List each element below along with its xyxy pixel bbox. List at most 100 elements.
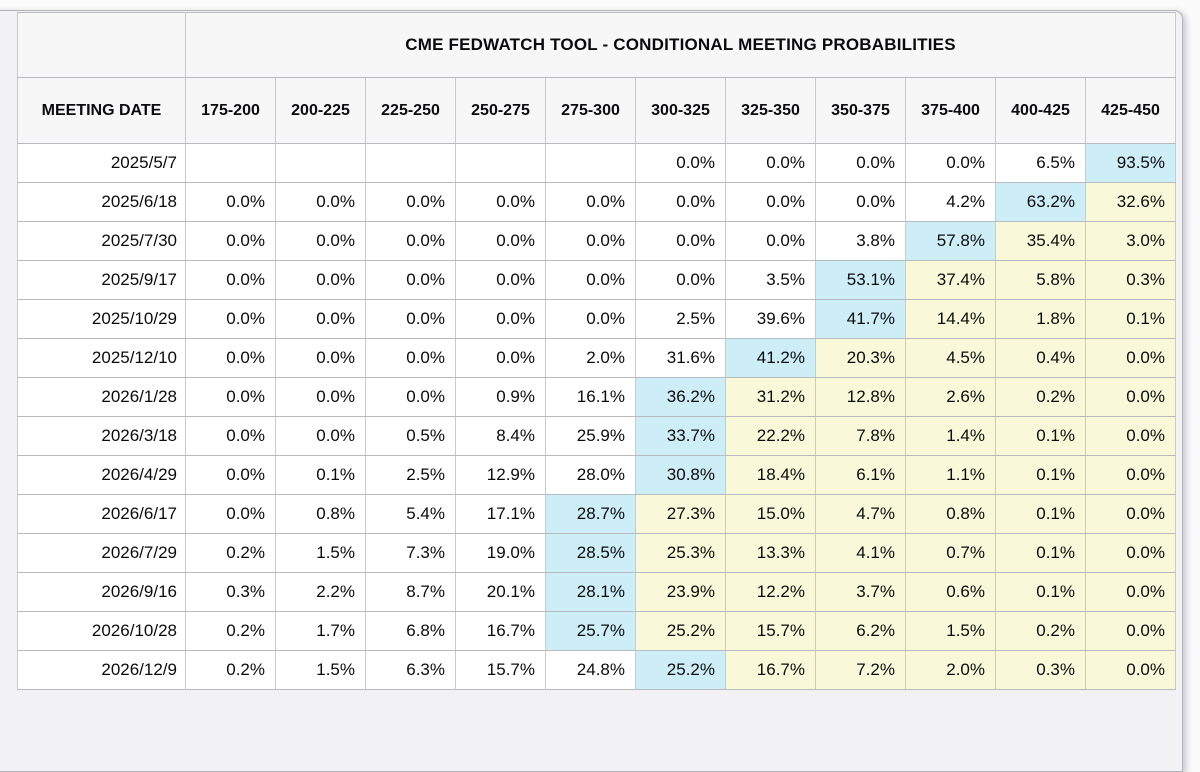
probability-cell: 32.6% (1085, 182, 1176, 222)
probability-cell: 12.9% (455, 455, 546, 495)
probability-cell: 0.0% (275, 338, 366, 378)
probability-cell: 0.0% (545, 221, 636, 261)
probability-cell: 2.6% (905, 377, 996, 417)
probability-cell: 7.3% (365, 533, 456, 573)
rate-range-header: 425-450 (1085, 77, 1176, 144)
meeting-date-cell: 2025/9/17 (17, 260, 186, 300)
probability-cell: 0.0% (635, 260, 726, 300)
probability-cell: 0.6% (905, 572, 996, 612)
rate-range-header: 400-425 (995, 77, 1086, 144)
probability-cell: 0.0% (365, 221, 456, 261)
probability-cell: 15.7% (725, 611, 816, 651)
probability-cell: 0.0% (1085, 533, 1176, 573)
meeting-date-cell: 2025/10/29 (17, 299, 186, 339)
table-row: 2026/12/9 0.2% 1.5% 6.3% 15.7% 24.8% 25.2% 16.7… (17, 650, 1176, 690)
rate-range-header: 325-350 (725, 77, 816, 144)
probability-cell: 30.8% (635, 455, 726, 495)
probability-cell: 0.0% (1085, 494, 1176, 534)
table-row: 2025/5/7 0.0% 0.0% 0.0% 0.0% 6.5% 93.5% (17, 143, 1176, 183)
probability-cell: 25.9% (545, 416, 636, 456)
probability-cell: 1.4% (905, 416, 996, 456)
meeting-date-cell: 2026/6/17 (17, 494, 186, 534)
probability-cell: 0.1% (275, 455, 366, 495)
probability-cell: 0.8% (275, 494, 366, 534)
meeting-date-cell: 2026/1/28 (17, 377, 186, 417)
probability-cell: 5.8% (995, 260, 1086, 300)
rate-range-header: 225-250 (365, 77, 456, 144)
probability-cell: 25.3% (635, 533, 726, 573)
probability-cell (185, 143, 276, 183)
table-row: 2025/7/30 0.0% 0.0% 0.0% 0.0% 0.0% 0.0% 0.0% 3.8… (17, 221, 1176, 261)
probability-cell: 36.2% (635, 377, 726, 417)
probability-cell: 24.8% (545, 650, 636, 690)
probability-cell: 0.0% (365, 299, 456, 339)
probability-cell: 0.0% (1085, 377, 1176, 417)
probability-cell: 3.0% (1085, 221, 1176, 261)
probability-cell: 1.7% (275, 611, 366, 651)
probability-cell: 0.2% (995, 377, 1086, 417)
probability-cell: 0.0% (545, 260, 636, 300)
probability-cell: 17.1% (455, 494, 546, 534)
probability-cell: 0.0% (185, 260, 276, 300)
probability-cell: 0.8% (905, 494, 996, 534)
probability-cell: 0.0% (275, 299, 366, 339)
probability-cell: 0.0% (185, 377, 276, 417)
probability-cell: 0.0% (185, 455, 276, 495)
probability-cell: 0.0% (275, 260, 366, 300)
probability-cell: 0.3% (1085, 260, 1176, 300)
probability-cell: 4.1% (815, 533, 906, 573)
probability-cell: 28.1% (545, 572, 636, 612)
table-row: 2026/9/16 0.3% 2.2% 8.7% 20.1% 28.1% 23.9% 12.2… (17, 572, 1176, 612)
probability-cell: 0.0% (1085, 611, 1176, 651)
probability-cell: 4.7% (815, 494, 906, 534)
probability-cell: 0.2% (185, 533, 276, 573)
probability-cell: 0.0% (365, 338, 456, 378)
probability-cell: 1.1% (905, 455, 996, 495)
table-title-row: CME FEDWATCH TOOL - CONDITIONAL MEETING … (17, 12, 1176, 78)
probability-cell: 35.4% (995, 221, 1086, 261)
probability-cell: 0.0% (455, 299, 546, 339)
probability-cell: 0.1% (1085, 299, 1176, 339)
corner-cell (17, 12, 186, 78)
meeting-date-cell: 2026/7/29 (17, 533, 186, 573)
probability-cell: 0.0% (635, 182, 726, 222)
probability-cell: 0.0% (1085, 455, 1176, 495)
probability-cell: 0.2% (185, 650, 276, 690)
probability-cell: 0.0% (1085, 572, 1176, 612)
probability-cell: 3.8% (815, 221, 906, 261)
probability-cell: 18.4% (725, 455, 816, 495)
table-row: 2026/6/17 0.0% 0.8% 5.4% 17.1% 28.7% 27.3% 15.0… (17, 494, 1176, 534)
probability-cell: 0.7% (905, 533, 996, 573)
meeting-date-cell: 2026/12/9 (17, 650, 186, 690)
probability-cell: 27.3% (635, 494, 726, 534)
probability-cell: 0.1% (995, 572, 1086, 612)
meeting-date-cell: 2026/10/28 (17, 611, 186, 651)
probability-cell: 8.4% (455, 416, 546, 456)
probability-cell: 16.7% (725, 650, 816, 690)
probability-cell: 0.0% (1085, 416, 1176, 456)
rate-range-header: 175-200 (185, 77, 276, 144)
column-header-row: MEETING DATE 175-200 200-225 225-250 250-27… (17, 77, 1176, 144)
probability-cell: 2.2% (275, 572, 366, 612)
probability-cell: 0.2% (185, 611, 276, 651)
table-row: 2026/10/28 0.2% 1.7% 6.8% 16.7% 25.7% 25.2% 15.… (17, 611, 1176, 651)
probability-cell: 0.0% (1085, 338, 1176, 378)
probability-cell: 41.7% (815, 299, 906, 339)
probability-cell: 0.2% (995, 611, 1086, 651)
probability-cell: 0.1% (995, 455, 1086, 495)
probability-cell: 15.0% (725, 494, 816, 534)
probability-cell: 7.2% (815, 650, 906, 690)
probability-cell: 7.8% (815, 416, 906, 456)
probability-cell: 0.0% (365, 377, 456, 417)
probability-cell: 25.7% (545, 611, 636, 651)
meeting-date-cell: 2026/9/16 (17, 572, 186, 612)
probability-cell: 1.5% (275, 650, 366, 690)
probability-cell (275, 143, 366, 183)
probability-cell: 4.2% (905, 182, 996, 222)
meeting-date-cell: 2025/5/7 (17, 143, 186, 183)
probability-cell: 23.9% (635, 572, 726, 612)
probability-cell: 16.1% (545, 377, 636, 417)
probability-cell: 12.2% (725, 572, 816, 612)
probability-cell: 2.5% (365, 455, 456, 495)
probability-cell: 0.0% (725, 182, 816, 222)
